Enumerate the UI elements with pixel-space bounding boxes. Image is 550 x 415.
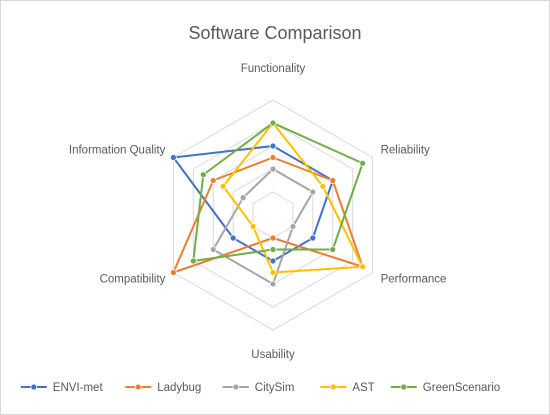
grid-ring	[192, 122, 354, 308]
legend: ENVI-met Ladybug CitySim AST GreenScenario	[20, 382, 500, 394]
data-point	[219, 182, 227, 190]
axis-label-information-quality: Information Quality	[69, 145, 166, 157]
data-point	[239, 194, 247, 202]
data-point	[359, 263, 367, 271]
data-point	[209, 177, 217, 184]
data-point	[269, 246, 277, 253]
legend-marker	[400, 383, 408, 391]
legend-marker	[232, 383, 240, 391]
legend-marker	[134, 383, 142, 391]
data-point	[269, 257, 277, 265]
legend-item-greenscenario: GreenScenario	[390, 382, 500, 394]
axis-label-performance: Performance	[381, 274, 447, 286]
data-point	[269, 154, 277, 161]
axis-label-functionality: Functionality	[241, 63, 306, 75]
grid-ring	[172, 99, 374, 331]
legend-item-ladybug: Ladybug	[125, 382, 201, 394]
data-point	[269, 119, 277, 127]
legend-item-envi-met: ENVI-met	[20, 382, 104, 394]
series-line	[212, 168, 314, 285]
legend-label: GreenScenario	[423, 382, 500, 394]
data-point	[289, 223, 297, 230]
legend-label: CitySim	[255, 382, 295, 394]
series-citysim	[209, 165, 317, 288]
legend-marker	[30, 383, 38, 391]
data-point	[269, 280, 277, 288]
data-point	[309, 234, 317, 242]
data-point	[319, 182, 327, 190]
data-point	[269, 234, 277, 242]
legend-item-ast: AST	[320, 382, 375, 394]
data-point	[269, 142, 277, 150]
radar-grid	[172, 99, 374, 331]
data-point	[170, 269, 177, 276]
data-point	[269, 269, 277, 276]
series-layer	[170, 119, 367, 288]
axis-label-compatibility: Compatibility	[100, 274, 166, 286]
axis-label-usability: Usability	[251, 349, 295, 361]
data-point	[329, 177, 337, 184]
axis-label-reliability: Reliability	[381, 145, 430, 157]
data-point	[170, 154, 177, 161]
data-point	[269, 165, 277, 173]
legend-label: Ladybug	[157, 382, 201, 394]
series-greenscenario	[189, 119, 367, 265]
legend-label: AST	[352, 382, 374, 394]
legend-label: ENVI-met	[53, 382, 104, 394]
data-point	[189, 257, 197, 265]
data-point	[309, 188, 317, 196]
data-point	[229, 234, 237, 242]
data-point	[249, 223, 257, 230]
axis-labels: Functionality Reliability Performance Usabi…	[69, 63, 447, 361]
data-point	[199, 171, 207, 179]
grid-ring	[252, 191, 294, 239]
legend-item-citysim: CitySim	[222, 382, 295, 394]
legend-marker	[329, 383, 337, 391]
data-point	[329, 246, 337, 253]
data-point	[209, 246, 217, 253]
chart-title: Software Comparison	[188, 23, 361, 43]
data-point	[359, 159, 367, 167]
